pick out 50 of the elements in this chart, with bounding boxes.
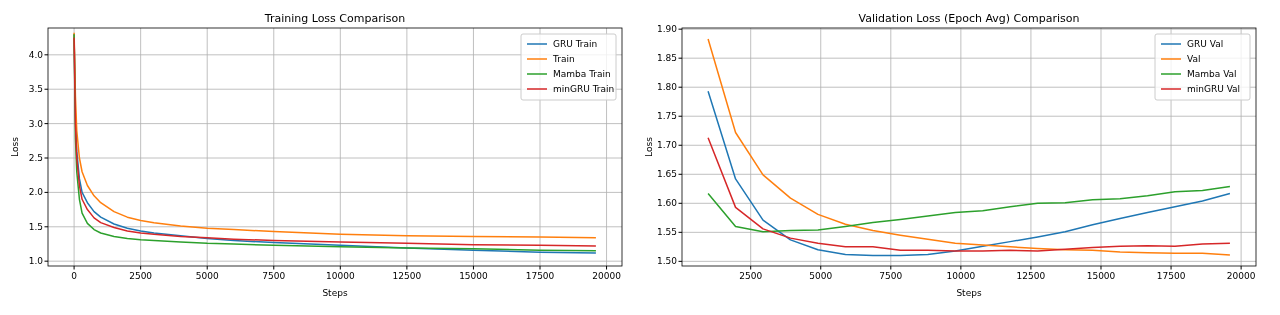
legend-label: minGRU Train bbox=[553, 83, 615, 94]
x-tick-label: 15000 bbox=[459, 271, 489, 281]
legend-label: minGRU Val bbox=[1187, 83, 1241, 94]
y-tick-label: 1.90 bbox=[656, 24, 678, 35]
y-tick-label: 1.80 bbox=[656, 82, 678, 93]
x-axis-title: Steps bbox=[956, 288, 982, 298]
y-tick-label: 1.65 bbox=[656, 169, 677, 180]
x-tick-label: 5000 bbox=[195, 271, 219, 281]
x-tick-label: 7500 bbox=[262, 271, 286, 281]
x-axis-title: Steps bbox=[322, 288, 348, 298]
x-tick-label: 5000 bbox=[809, 271, 833, 281]
x-tick-label: 15000 bbox=[1086, 271, 1116, 281]
y-tick-label: 1.85 bbox=[656, 53, 677, 64]
x-tick-label: 20000 bbox=[1226, 271, 1256, 281]
y-tick-label: 3.5 bbox=[28, 84, 43, 95]
chart-title: Validation Loss (Epoch Avg) Comparison bbox=[858, 12, 1080, 25]
y-axis-title: Loss bbox=[10, 136, 20, 157]
x-tick-label: 17500 bbox=[1156, 271, 1186, 281]
x-tick-label: 12500 bbox=[392, 271, 422, 281]
y-tick-label: 1.0 bbox=[28, 256, 44, 267]
x-tick-label: 10000 bbox=[946, 271, 976, 281]
y-tick-label: 1.75 bbox=[656, 111, 677, 122]
x-tick-label: 20000 bbox=[592, 271, 622, 281]
x-tick-label: 10000 bbox=[326, 271, 355, 281]
x-tick-label: 2500 bbox=[739, 271, 763, 281]
y-tick-label: 1.70 bbox=[656, 140, 678, 151]
x-tick-label: 17500 bbox=[525, 271, 555, 281]
y-tick-label: 2.5 bbox=[28, 152, 43, 163]
x-tick-label: 12500 bbox=[1016, 271, 1046, 281]
chart-title: Training Loss Comparison bbox=[263, 12, 406, 25]
y-tick-label: 4.0 bbox=[28, 49, 44, 60]
legend-label: Mamba Train bbox=[553, 68, 611, 79]
legend-label: GRU Val bbox=[1187, 38, 1224, 49]
line-series bbox=[707, 185, 1231, 233]
x-tick-label: 7500 bbox=[879, 271, 903, 281]
y-tick-label: 3.0 bbox=[28, 118, 44, 129]
legend-label: Val bbox=[1187, 53, 1201, 64]
y-tick-label: 1.60 bbox=[656, 198, 678, 209]
line-series bbox=[707, 90, 1231, 257]
legend-label: GRU Train bbox=[553, 38, 598, 49]
legend-label: Mamba Val bbox=[1187, 68, 1237, 79]
x-tick-label: 0 bbox=[71, 271, 78, 281]
x-tick-label: 2500 bbox=[129, 271, 153, 281]
y-tick-label: 1.5 bbox=[28, 221, 43, 232]
y-tick-label: 1.50 bbox=[656, 256, 678, 267]
legend-label: Train bbox=[552, 53, 575, 64]
y-tick-label: 1.55 bbox=[656, 227, 677, 238]
y-axis-title: Loss bbox=[644, 136, 654, 157]
y-tick-label: 2.0 bbox=[28, 187, 44, 198]
line-series bbox=[707, 136, 1231, 252]
